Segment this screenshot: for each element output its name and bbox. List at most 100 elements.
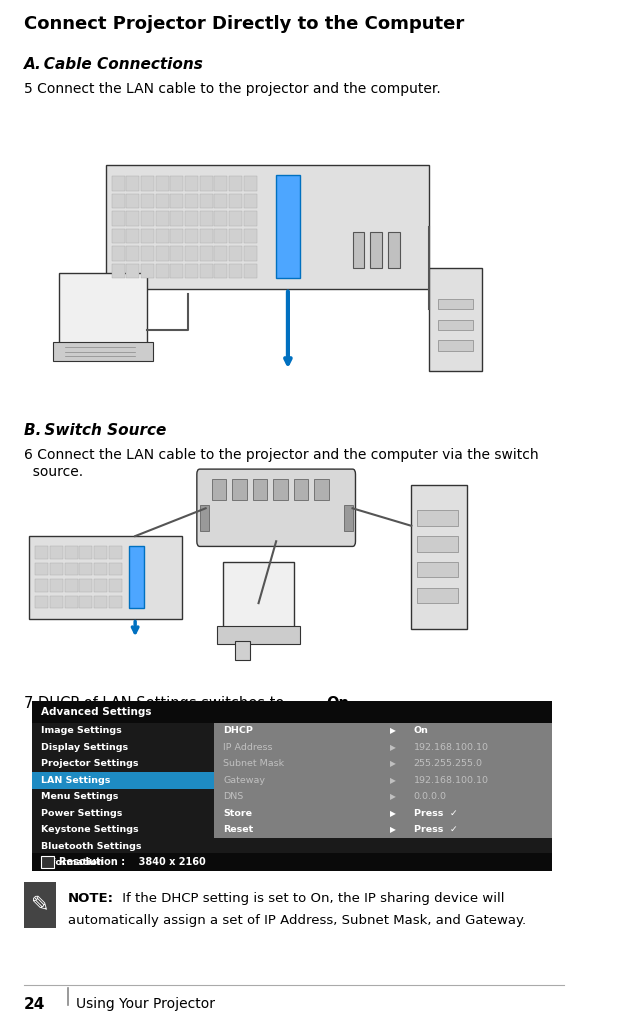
Bar [35,596,48,608]
Text: 6 Connect the LAN cable to the projector and the computer via the switch
  sourc: 6 Connect the LAN cable to the projector… [23,448,538,478]
Bar [244,229,257,243]
Text: 7 DHCP of LAN Settings switches to: 7 DHCP of LAN Settings switches to [23,696,288,711]
Bar [235,641,250,660]
Text: Image Settings: Image Settings [41,727,122,735]
Bar [126,211,139,226]
Text: 192.168.100.10: 192.168.100.10 [413,776,489,785]
Bar [200,264,213,278]
Bar [59,273,147,345]
Bar [32,723,214,739]
Bar [214,176,228,191]
Bar [94,596,107,608]
Bar [294,479,308,500]
Bar [112,229,125,243]
Bar [217,626,300,644]
Bar [32,789,214,805]
Text: IP Address: IP Address [223,743,272,752]
Bar [109,579,121,592]
Text: Power Settings: Power Settings [41,809,123,818]
Bar [80,579,92,592]
Bar [112,264,125,278]
Bar [23,882,56,928]
Text: Connect Projector Directly to the Computer: Connect Projector Directly to the Comput… [23,15,464,33]
Bar [344,505,353,531]
Bar [273,479,288,500]
Bar [417,536,458,552]
Text: If the DHCP setting is set to On, the IP sharing device will: If the DHCP setting is set to On, the IP… [118,892,504,905]
Text: ▶: ▶ [390,727,396,735]
Text: Display Settings: Display Settings [41,743,128,752]
Bar [32,701,552,723]
Bar [32,701,552,871]
Text: Advanced Settings: Advanced Settings [41,707,152,717]
Text: 192.168.100.10: 192.168.100.10 [413,743,489,752]
Bar [229,211,242,226]
Text: ▶: ▶ [390,743,396,752]
Bar [171,211,183,226]
Bar [64,579,78,592]
Text: Menu Settings: Menu Settings [41,793,119,801]
Bar [35,579,48,592]
Bar [155,229,169,243]
Bar [185,211,198,226]
Text: Using Your Projector: Using Your Projector [76,997,216,1011]
Bar [126,194,139,208]
Bar [32,855,214,871]
Bar [109,546,121,559]
Bar [244,211,257,226]
Bar [200,229,213,243]
Bar [155,211,169,226]
Text: ▶: ▶ [390,793,396,801]
Bar [141,194,154,208]
Bar [50,546,63,559]
Text: ▶: ▶ [390,809,396,818]
FancyBboxPatch shape [197,469,355,546]
Bar [229,229,242,243]
Text: 0.0.0.0: 0.0.0.0 [413,793,447,801]
Bar [229,194,242,208]
Bar [112,194,125,208]
Bar [314,479,329,500]
Bar [214,789,552,805]
Text: B. Switch Source: B. Switch Source [23,423,166,438]
Text: Resolution :    3840 x 2160: Resolution : 3840 x 2160 [59,857,205,867]
Bar [229,246,242,261]
Bar [94,579,107,592]
Text: ▶: ▶ [390,760,396,768]
Bar [126,176,139,191]
Bar [214,194,228,208]
Bar [80,563,92,575]
Text: Reset: Reset [223,826,253,834]
Bar [35,546,48,559]
Bar [155,246,169,261]
Bar [109,596,121,608]
Text: Keystone Settings: Keystone Settings [41,826,139,834]
Text: Store: Store [223,809,252,818]
Bar [155,264,169,278]
Bar [417,562,458,577]
Bar [185,229,198,243]
Bar [112,176,125,191]
Bar [353,232,364,268]
Bar [200,505,209,531]
Bar [64,563,78,575]
Bar [126,229,139,243]
Bar [50,579,63,592]
Text: Projector Settings: Projector Settings [41,760,138,768]
Bar [438,320,473,330]
Text: A. Cable Connections: A. Cable Connections [23,57,204,72]
Bar [112,246,125,261]
Bar [126,246,139,261]
Bar [244,176,257,191]
Bar [32,822,214,838]
Bar [276,175,300,278]
Bar [171,246,183,261]
Bar [141,264,154,278]
Bar [80,546,92,559]
Bar [244,264,257,278]
Bar [155,194,169,208]
Bar [388,232,399,268]
Bar [229,176,242,191]
Text: ✎: ✎ [30,895,49,916]
Bar [438,340,473,351]
